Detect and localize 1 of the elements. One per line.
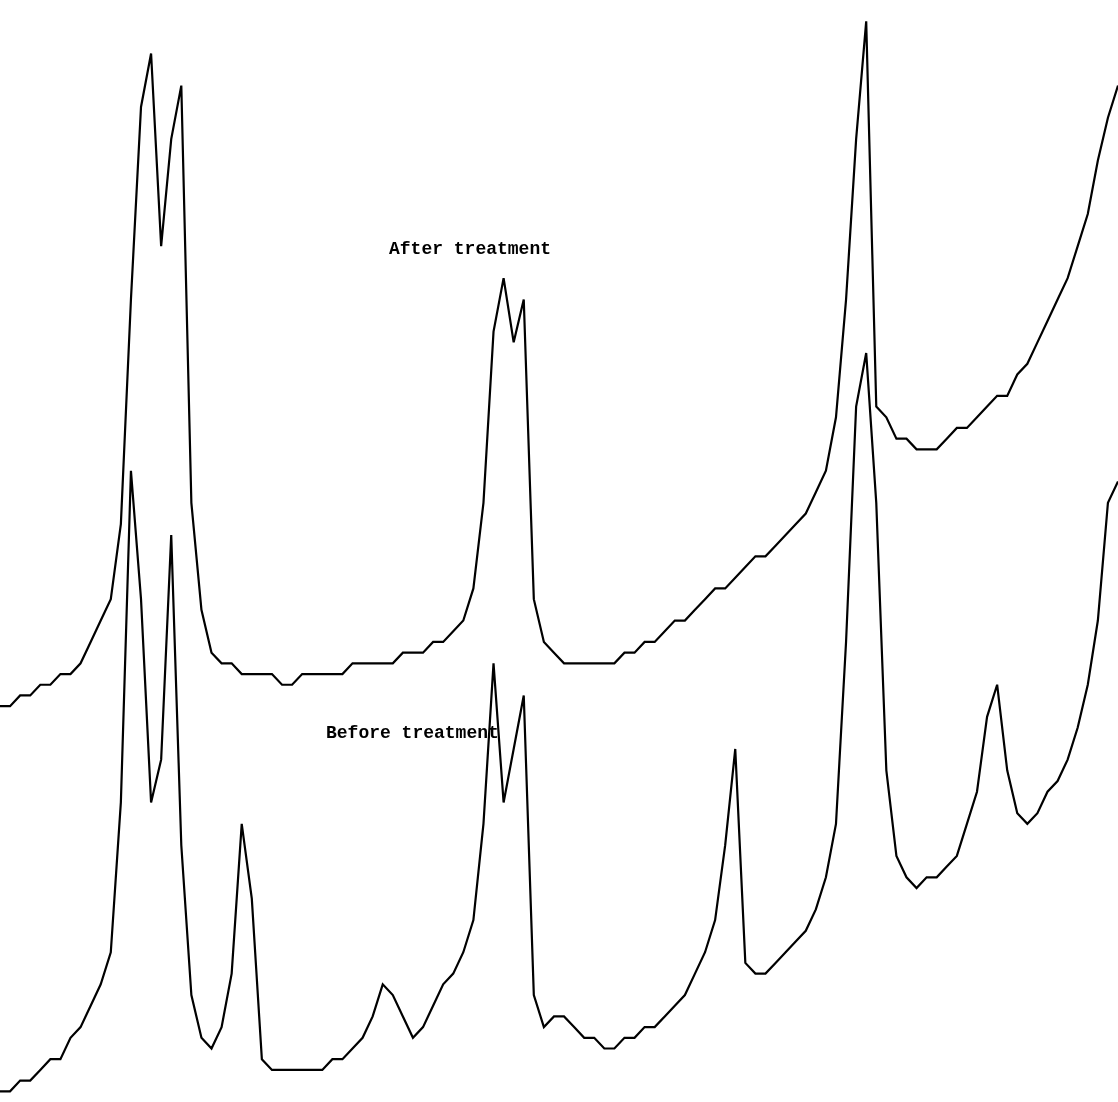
text: After treatment (389, 239, 552, 259)
